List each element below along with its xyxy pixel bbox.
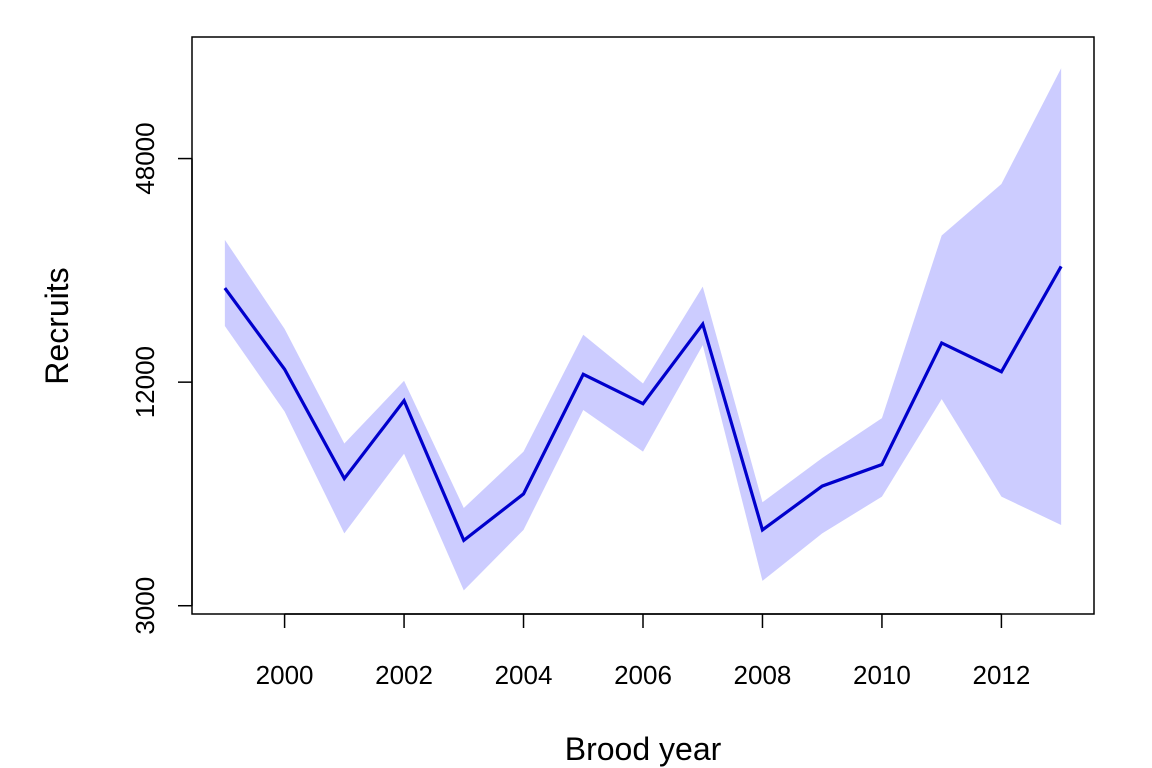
x-axis: 2000 2002 2004 2006 2008 2010 2012	[256, 613, 1030, 690]
y-tick-label: 48000	[130, 122, 160, 194]
x-tick-label: 2008	[734, 660, 792, 690]
y-axis-title: Recruits	[39, 267, 75, 384]
y-tick-label: 12000	[130, 346, 160, 418]
y-axis: 3000 12000 48000	[130, 122, 193, 635]
x-tick-label: 2000	[256, 660, 314, 690]
x-tick-label: 2010	[853, 660, 911, 690]
x-axis-title: Brood year	[565, 731, 722, 767]
x-tick-label: 2006	[614, 660, 672, 690]
x-tick-label: 2012	[972, 660, 1030, 690]
x-tick-label: 2004	[495, 660, 553, 690]
series-line	[223, 265, 1063, 543]
y-tick-label: 3000	[130, 577, 160, 635]
confidence-band	[224, 68, 1062, 591]
series-line-layer	[223, 265, 1063, 543]
confidence-band-layer	[224, 68, 1062, 591]
x-tick-label: 2002	[375, 660, 433, 690]
